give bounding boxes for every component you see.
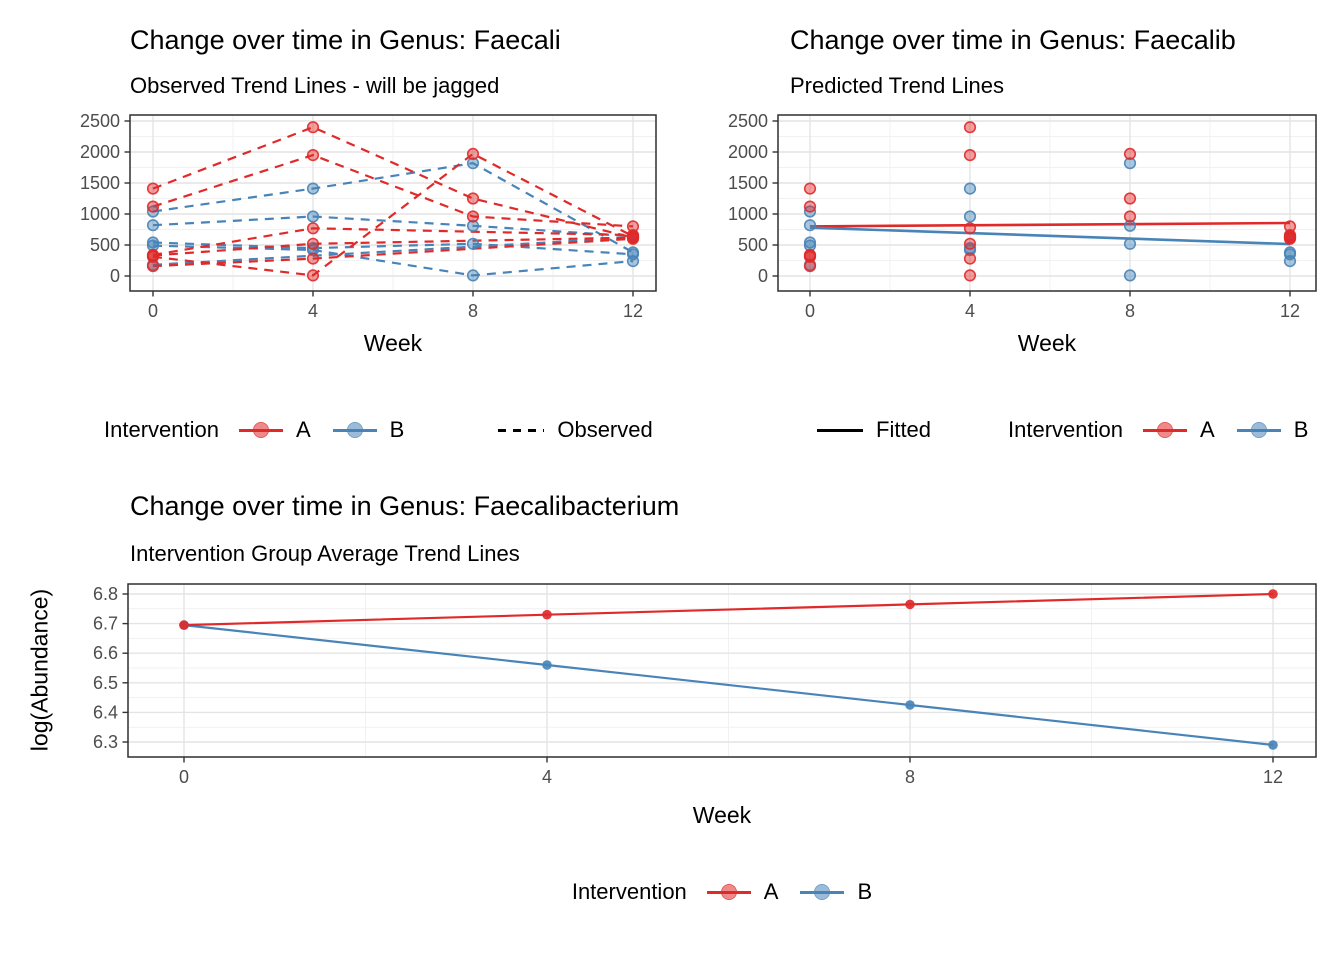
x-tick-label: 4 [542, 767, 552, 787]
axis-ticks: 0 4 8 12 0 500 1000 1500 2000 2500 [80, 111, 643, 321]
group-a-line-dot-swatch [706, 890, 751, 894]
chart-average-subtitle: Intervention Group Average Trend Lines [130, 541, 520, 566]
legend-title: Intervention [1008, 417, 1123, 442]
legend-entry-a: A [1143, 417, 1215, 443]
group-b-line-dot-swatch [1236, 428, 1281, 432]
predicted-plot-area: 0 4 8 12 0 500 1000 1500 2000 2500 [728, 111, 1317, 321]
x-tick-label: 0 [179, 767, 189, 787]
chart-predicted: Change over time in Genus: Faecalib Pred… [672, 0, 1344, 470]
y-tick-label: 6.3 [93, 732, 118, 752]
average-plot-area: 0 4 8 12 6.3 6.4 6.5 6.6 6.7 6.8 [93, 583, 1317, 787]
gridlines [128, 584, 1316, 757]
y-tick-label: 2000 [728, 142, 768, 162]
y-tick-label: 2500 [728, 111, 768, 131]
y-tick-label: 6.7 [93, 614, 118, 634]
legend-entry-observed: Observed [498, 417, 653, 443]
axis-ticks: 0 4 8 12 0 500 1000 1500 2000 2500 [728, 111, 1300, 321]
x-tick-label: 0 [805, 301, 815, 321]
legend-entry-b: B [800, 879, 872, 905]
gridlines [130, 115, 656, 291]
x-tick-label: 8 [905, 767, 915, 787]
legend-entry-b: B [1236, 417, 1308, 443]
predicted-x-axis-label: Week [1017, 330, 1077, 356]
y-tick-label: 6.6 [93, 643, 118, 663]
y-tick-label: 2000 [80, 142, 120, 162]
y-tick-label: 2500 [80, 111, 120, 131]
x-tick-label: 8 [1125, 301, 1135, 321]
x-tick-label: 12 [623, 301, 643, 321]
y-tick-label: 0 [758, 266, 768, 286]
dashed-line-swatch [498, 428, 545, 432]
group-a-line-dot-swatch [1143, 428, 1187, 432]
legend-title: Intervention [104, 417, 219, 442]
x-tick-label: 12 [1280, 301, 1300, 321]
chart-predicted-title: Change over time in Genus: Faecalib [790, 25, 1236, 55]
chart-observed-subtitle: Observed Trend Lines - will be jagged [130, 73, 500, 98]
x-tick-label: 4 [308, 301, 318, 321]
y-tick-label: 6.8 [93, 584, 118, 604]
legend-entry-b: B [332, 417, 404, 443]
chart-group-average: Change over time in Genus: Faecalibacter… [0, 470, 1344, 960]
y-tick-label: 1500 [728, 173, 768, 193]
solid-line-swatch [817, 428, 863, 432]
y-tick-label: 1000 [728, 204, 768, 224]
axis-ticks: 0 4 8 12 6.3 6.4 6.5 6.6 6.7 6.8 [93, 584, 1283, 787]
group-b-line-dot-swatch [800, 890, 845, 894]
panel-border [127, 583, 1317, 758]
chart-average-title: Change over time in Genus: Faecalibacter… [130, 491, 680, 521]
y-tick-label: 500 [90, 235, 120, 255]
legend-entry-a: A [238, 417, 311, 443]
observed-x-axis-label: Week [363, 330, 423, 356]
average-x-axis-label: Week [692, 802, 752, 828]
x-tick-label: 8 [468, 301, 478, 321]
chart-content [803, 121, 1297, 282]
x-tick-label: 4 [965, 301, 975, 321]
y-tick-label: 0 [110, 266, 120, 286]
chart-content [146, 121, 640, 282]
chart-predicted-subtitle: Predicted Trend Lines [790, 73, 1005, 98]
average-legend: Intervention A B [128, 872, 1316, 912]
y-tick-label: 6.5 [93, 673, 118, 693]
group-b-line-dot-swatch [332, 428, 377, 432]
y-tick-label: 1500 [80, 173, 120, 193]
y-tick-label: 6.4 [93, 702, 118, 722]
legend-entry-fitted: Fitted [817, 417, 931, 443]
observed-plot-area: 0 4 8 12 0 500 1000 1500 2000 2500 [80, 111, 657, 321]
predicted-legend: Fitted Intervention A B [817, 410, 1308, 450]
gridlines [778, 115, 1316, 291]
y-tick-label: 500 [738, 235, 768, 255]
observed-legend: Intervention A B Observed [104, 410, 672, 450]
chart-content [179, 589, 1278, 750]
y-tick-label: 1000 [80, 204, 120, 224]
legend-entry-a: A [706, 879, 778, 905]
panel-border [777, 114, 1317, 292]
x-tick-label: 0 [148, 301, 158, 321]
x-tick-label: 12 [1263, 767, 1283, 787]
chart-observed-title: Change over time in Genus: Faecali [130, 25, 561, 55]
legend-title: Intervention [571, 879, 687, 904]
chart-observed: Change over time in Genus: Faecali Obser… [0, 0, 672, 470]
panel-border [129, 114, 657, 292]
group-a-line-dot-swatch [238, 428, 283, 432]
